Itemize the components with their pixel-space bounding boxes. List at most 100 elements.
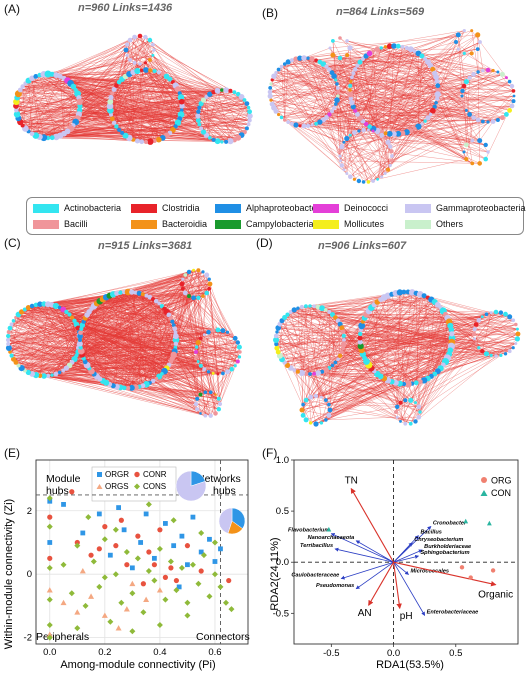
network-node <box>349 100 355 106</box>
zipi-series-cons <box>46 495 235 641</box>
network-node <box>399 420 402 423</box>
network-edge <box>202 296 219 331</box>
network-node <box>267 93 273 99</box>
network-edge <box>331 105 513 112</box>
network-edge <box>321 383 400 424</box>
network-node <box>171 323 176 328</box>
network-node <box>310 123 314 127</box>
network-edge <box>15 274 186 318</box>
network-node <box>404 45 409 50</box>
network-node <box>279 115 284 120</box>
network-node <box>315 370 321 376</box>
network-node <box>114 124 119 129</box>
network-node <box>170 319 175 324</box>
network-edge <box>173 354 221 405</box>
network-node <box>388 163 392 168</box>
network-edge <box>18 314 201 339</box>
network-node <box>419 53 425 59</box>
network-node <box>494 354 498 358</box>
network-edge <box>60 55 153 77</box>
zipi-point <box>200 552 207 559</box>
network-node <box>337 353 343 358</box>
network-edge <box>13 338 201 360</box>
zipi-point <box>222 599 229 606</box>
rda-sample-point <box>486 520 492 526</box>
network-edge <box>341 293 417 329</box>
network-edge <box>153 369 205 382</box>
network-node <box>347 91 354 98</box>
network-node <box>179 281 185 287</box>
network-node <box>339 325 345 331</box>
network-node <box>367 124 372 129</box>
zipi-point <box>47 555 53 561</box>
network-node <box>425 115 431 121</box>
network-edge <box>110 70 151 98</box>
zipi-point <box>112 571 119 578</box>
network-edge <box>127 291 240 348</box>
zipi-point <box>113 543 119 549</box>
network-edge <box>295 58 473 164</box>
network-edge <box>368 51 374 131</box>
legend-marker-org <box>481 477 487 483</box>
network-node <box>341 341 347 347</box>
zipi-point <box>101 536 108 543</box>
network-node <box>177 94 185 101</box>
network-node <box>313 393 319 399</box>
network-node <box>415 123 422 130</box>
network-node <box>292 368 296 372</box>
network-edge <box>164 292 186 309</box>
network-edge <box>47 73 178 90</box>
network-edge <box>59 332 176 373</box>
network-node <box>270 78 274 82</box>
network-edge <box>209 288 236 339</box>
network-edge <box>381 51 415 177</box>
network-node <box>274 71 278 75</box>
network-edge <box>362 337 453 355</box>
network-node <box>463 79 469 85</box>
network-node <box>454 40 458 44</box>
network-edge <box>287 292 400 315</box>
network-node <box>108 94 114 100</box>
quadrant-network-hubs-2: hubs <box>213 485 236 497</box>
network-edge <box>343 343 421 382</box>
network-node <box>114 83 119 88</box>
network-edge <box>43 74 80 111</box>
network-b <box>267 29 516 184</box>
network-edge <box>297 355 341 372</box>
network-edge <box>32 371 92 375</box>
network-d <box>273 289 521 427</box>
network-edge <box>22 125 214 140</box>
zipi-point <box>143 511 149 517</box>
network-node <box>78 338 82 342</box>
rda-y-tick: 0.5 <box>276 506 289 517</box>
network-node <box>374 46 380 52</box>
network-node <box>511 89 516 93</box>
network-edge <box>389 58 426 134</box>
zipi-point <box>46 564 53 571</box>
network-edge <box>28 101 111 132</box>
network-edge <box>368 310 444 366</box>
network-node <box>299 304 304 310</box>
network-node <box>391 131 397 137</box>
network-node <box>33 302 39 308</box>
network-edge <box>318 355 497 374</box>
network-node <box>366 50 373 57</box>
network-node <box>330 363 335 368</box>
network-node <box>335 94 340 98</box>
network-edge <box>366 294 421 362</box>
network-node <box>308 372 312 376</box>
rda-sample-point <box>326 526 332 532</box>
network-node <box>67 312 72 317</box>
network-node <box>352 177 356 181</box>
network-edge <box>272 79 514 92</box>
network-edge <box>281 66 338 101</box>
network-edge <box>91 332 176 372</box>
network-node <box>333 315 338 320</box>
quadrant-module-hubs-2: hubs <box>46 485 69 497</box>
panel-letter-b: (B) <box>262 6 278 20</box>
network-edge <box>193 270 228 333</box>
network-edge <box>125 76 207 98</box>
network-node <box>290 121 294 126</box>
network-edge <box>360 333 416 403</box>
network-edge <box>43 135 167 138</box>
